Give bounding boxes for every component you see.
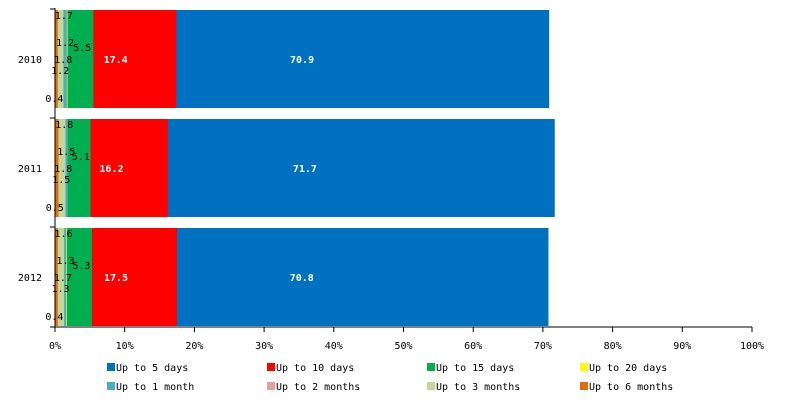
category-label-2012: 2012 bbox=[18, 273, 42, 284]
x-tick-label: 0% bbox=[49, 341, 61, 352]
value-label-2010-series-5: 1.2 bbox=[56, 38, 74, 49]
value-label-2012-series-4: 1.6 bbox=[55, 229, 73, 240]
legend-label-6: Up to 3 months bbox=[436, 382, 520, 393]
value-label-2011-series-2: 5.1 bbox=[72, 152, 90, 163]
legend-label-1: Up to 10 days bbox=[276, 363, 354, 374]
category-label-2011: 2011 bbox=[18, 164, 42, 175]
legend-swatch-3 bbox=[580, 363, 588, 371]
legend-swatch-4 bbox=[107, 382, 115, 390]
x-tick-label: 90% bbox=[673, 341, 691, 352]
x-tick-label: 60% bbox=[464, 341, 482, 352]
legend-label-0: Up to 5 days bbox=[116, 363, 188, 374]
bar-2012-series-6 bbox=[55, 228, 65, 326]
value-label-2010-series-7: 0.4 bbox=[45, 94, 63, 105]
value-label-2010-series-6: 1.2 bbox=[51, 66, 69, 77]
bars-layer bbox=[55, 10, 555, 326]
legend: Up to 5 days Up to 10 days Up to 15 days Up… bbox=[107, 363, 673, 393]
value-label-2012-series-5: 1.3 bbox=[56, 256, 74, 267]
value-label-2011-series-4: 1.8 bbox=[55, 120, 73, 131]
x-tick-label: 30% bbox=[255, 341, 273, 352]
bar-2011-series-7 bbox=[55, 119, 59, 217]
value-label-2011-series-0: 71.7 bbox=[293, 164, 317, 175]
legend-label-5: Up to 2 months bbox=[276, 382, 360, 393]
value-label-2012-series-2: 5.3 bbox=[72, 261, 90, 272]
value-label-2010-series-3: 1.8 bbox=[54, 55, 72, 66]
legend-label-3: Up to 20 days bbox=[589, 363, 667, 374]
bar-2011-series-6 bbox=[55, 119, 66, 217]
value-label-2012-series-6: 1.3 bbox=[51, 284, 69, 295]
value-label-2010-series-4: 1.7 bbox=[55, 11, 73, 22]
value-label-2012-series-1: 17.5 bbox=[104, 273, 128, 284]
legend-swatch-6 bbox=[427, 382, 435, 390]
value-label-2010-series-1: 17.4 bbox=[104, 55, 128, 66]
y-axis: 2010 2011 2012 bbox=[18, 8, 56, 331]
legend-label-7: Up to 6 months bbox=[589, 382, 673, 393]
legend-swatch-7 bbox=[580, 382, 588, 390]
x-tick-label: 10% bbox=[116, 341, 134, 352]
value-label-2011-series-6: 1.5 bbox=[52, 175, 70, 186]
value-label-2011-series-1: 16.2 bbox=[99, 164, 123, 175]
value-label-2011-series-3: 1.8 bbox=[54, 164, 72, 175]
legend-swatch-0 bbox=[107, 363, 115, 371]
bar-2012-series-7 bbox=[55, 228, 58, 326]
legend-swatch-2 bbox=[427, 363, 435, 371]
value-label-2012-series-0: 70.8 bbox=[290, 273, 314, 284]
x-tick-label: 40% bbox=[325, 341, 343, 352]
legend-swatch-5 bbox=[267, 382, 275, 390]
value-label-2011-series-5: 1.5 bbox=[57, 147, 75, 158]
x-tick-label: 100% bbox=[740, 341, 764, 352]
x-tick-label: 50% bbox=[394, 341, 412, 352]
value-label-2012-series-3: 1.7 bbox=[54, 273, 72, 284]
x-tick-label: 80% bbox=[604, 341, 622, 352]
category-label-2010: 2010 bbox=[18, 55, 42, 66]
value-label-2012-series-7: 0.4 bbox=[45, 312, 63, 323]
value-label-2010-series-2: 5.5 bbox=[73, 43, 91, 54]
value-label-2010-series-0: 70.9 bbox=[290, 55, 314, 66]
x-tick-label: 20% bbox=[185, 341, 203, 352]
x-tick-label: 70% bbox=[534, 341, 552, 352]
x-axis: 0% 10% 20% 30% 40% 50% 60% 70% 80% 90% 100% bbox=[49, 326, 764, 352]
legend-label-4: Up to 1 month bbox=[116, 382, 194, 393]
legend-swatch-1 bbox=[267, 363, 275, 371]
legend-label-2: Up to 15 days bbox=[436, 363, 514, 374]
bar-2010-series-7 bbox=[55, 10, 58, 108]
bar-2010-series-6 bbox=[55, 10, 64, 108]
